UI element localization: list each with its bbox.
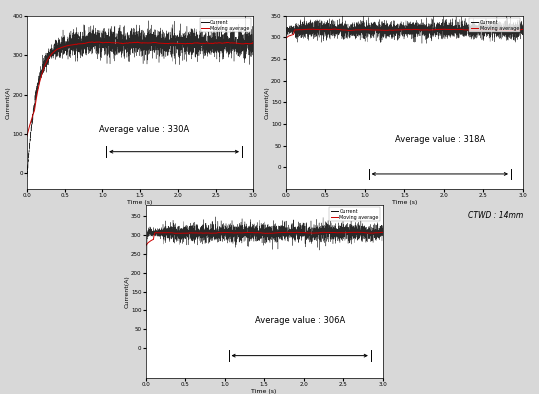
Text: Average value : 306A: Average value : 306A <box>254 316 345 325</box>
Legend: Current, Moving average: Current, Moving average <box>200 18 251 32</box>
Y-axis label: Current(A): Current(A) <box>6 86 11 119</box>
Text: Average value : 318A: Average value : 318A <box>395 135 485 144</box>
X-axis label: Time (s): Time (s) <box>127 200 153 204</box>
X-axis label: Time (s): Time (s) <box>251 389 277 394</box>
Legend: Current, Moving average: Current, Moving average <box>329 207 380 221</box>
X-axis label: Time (s): Time (s) <box>391 200 417 204</box>
Y-axis label: Current(A): Current(A) <box>125 275 129 308</box>
Text: CTWD : 12mm: CTWD : 12mm <box>198 211 253 220</box>
Text: CTWD : 14mm: CTWD : 14mm <box>467 211 523 220</box>
Legend: Current, Moving average: Current, Moving average <box>469 18 520 32</box>
Y-axis label: Current(A): Current(A) <box>265 86 270 119</box>
Text: Average value : 330A: Average value : 330A <box>99 125 189 134</box>
